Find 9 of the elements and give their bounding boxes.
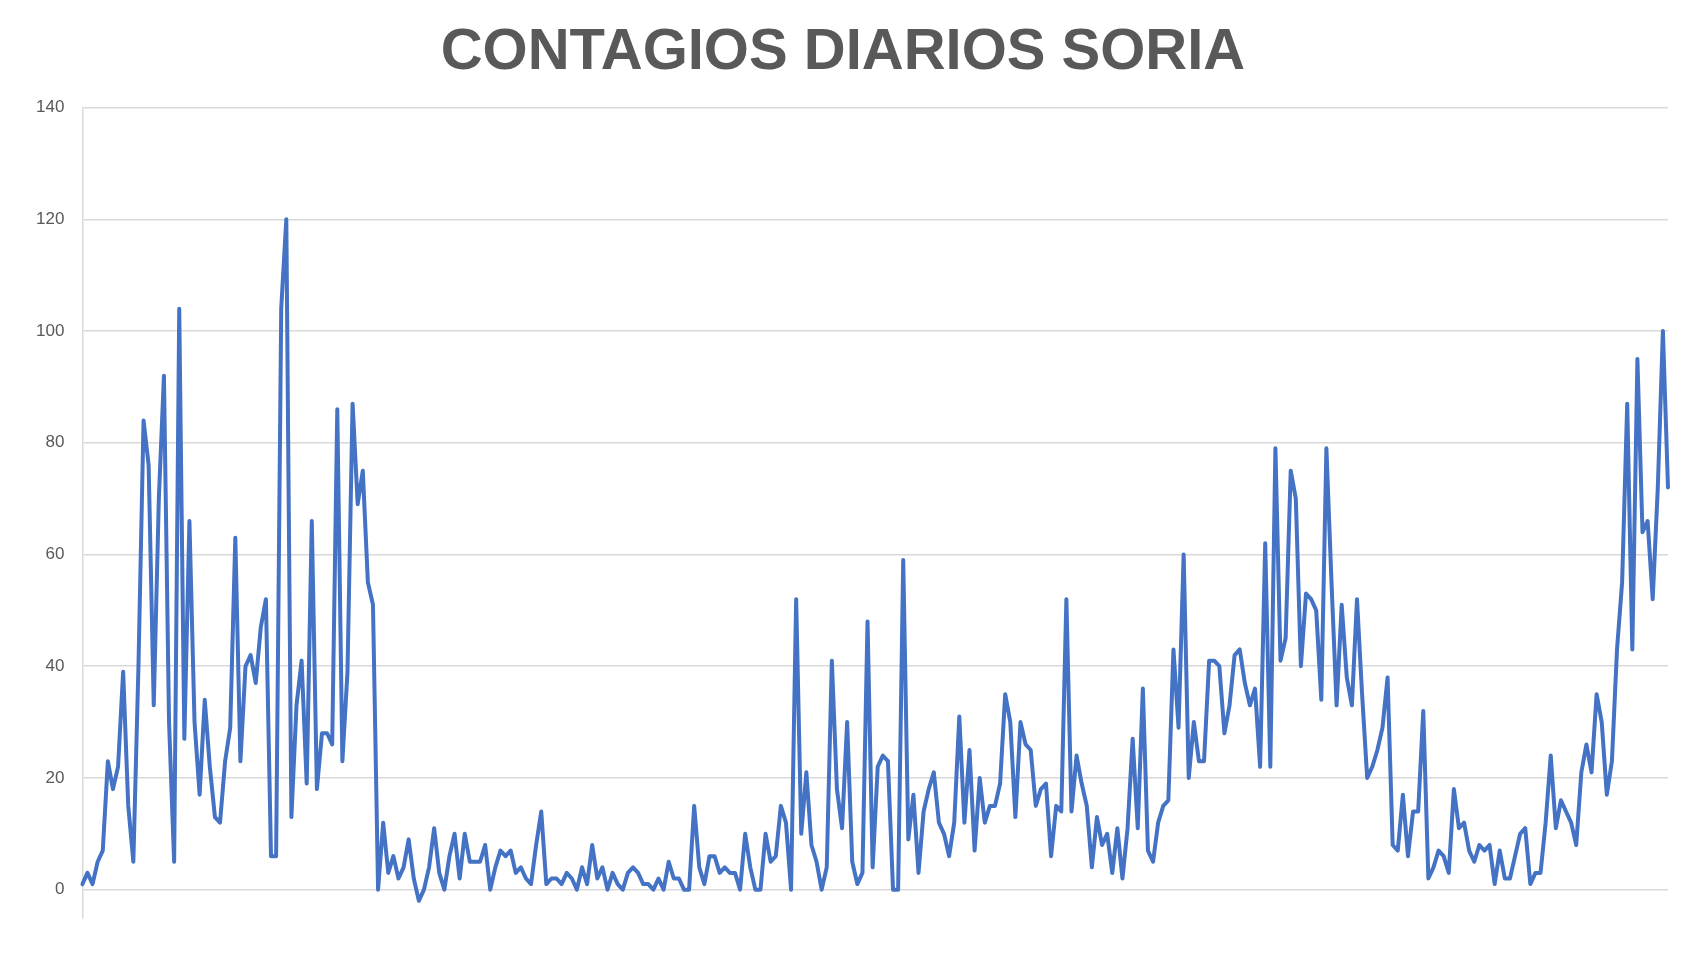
chart-title: CONTAGIOS DIARIOS SORIA bbox=[440, 15, 1246, 81]
y-tick-label: 140 bbox=[35, 97, 65, 117]
y-tick-label: 80 bbox=[45, 432, 65, 452]
y-tick-label: 100 bbox=[35, 320, 65, 340]
y-tick-label: 120 bbox=[35, 209, 65, 229]
y-tick-label: 60 bbox=[45, 544, 65, 564]
y-tick-label: 40 bbox=[45, 655, 65, 675]
y-tick-label: 20 bbox=[45, 767, 65, 787]
y-tick-label: 0 bbox=[54, 879, 65, 899]
